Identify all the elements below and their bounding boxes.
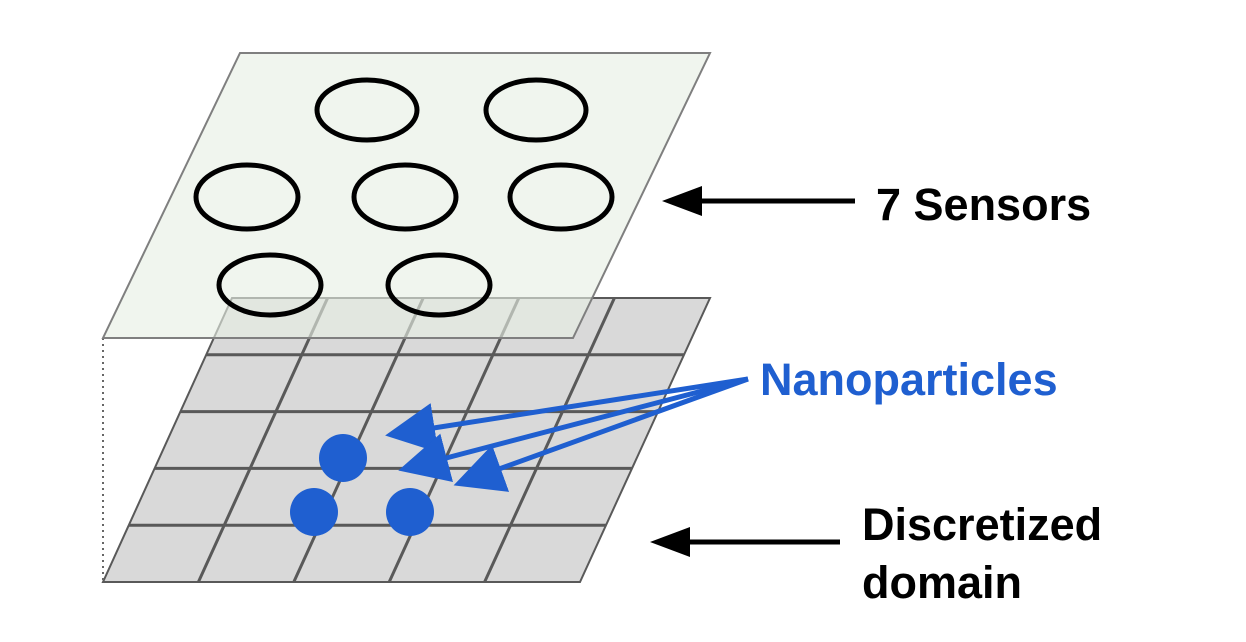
discretized-domain-label: Discretized domain <box>862 496 1102 612</box>
nanoparticle-3 <box>386 488 434 536</box>
nanoparticles-label: Nanoparticles <box>760 354 1058 405</box>
sensor-4 <box>351 162 459 232</box>
nanoparticle-2 <box>290 488 338 536</box>
discretized-domain-label-line1: Discretized <box>862 499 1103 550</box>
nanoparticle-1 <box>319 434 367 482</box>
nanoparticle-arrows <box>385 376 749 492</box>
sensor-2 <box>483 77 589 143</box>
domain-arrow <box>650 527 840 557</box>
discretized-domain-grid <box>101 297 712 583</box>
nanoparticle-arrow-1 <box>385 376 749 453</box>
sensor-7 <box>385 252 493 318</box>
sensors-arrow <box>662 186 855 216</box>
sensors-label: 7 Sensors <box>876 179 1092 230</box>
nanoparticles-group <box>290 434 434 536</box>
sensor-5 <box>507 162 615 232</box>
discretized-domain-label-line2: domain <box>862 557 1023 608</box>
sensor-3 <box>193 162 301 232</box>
sensor-6 <box>216 252 324 318</box>
grid-column-line <box>197 297 329 583</box>
sensor-plane <box>101 52 712 339</box>
grid-plane <box>101 297 712 583</box>
grid-column-line <box>483 297 616 583</box>
sensor-1 <box>314 77 420 143</box>
nanoparticle-arrow-3 <box>453 376 749 492</box>
sensor-plane-group <box>101 52 712 339</box>
